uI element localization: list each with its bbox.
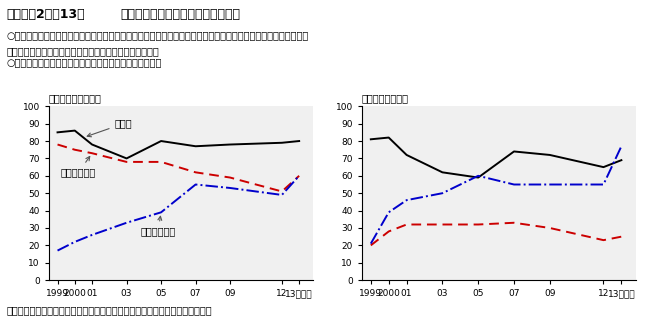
Text: （％）（管理職）: （％）（管理職） [362,93,409,103]
Text: 第２－（2）－13図: 第２－（2）－13図 [7,8,85,21]
Text: 年齢・勤続給: 年齢・勤続給 [61,156,96,177]
Text: 職能給: 職能給 [87,118,132,137]
Text: 資料出所　（公財）日本生産性本部「日本的雇用・人事の変容に関する調査」: 資料出所 （公財）日本生産性本部「日本的雇用・人事の変容に関する調査」 [7,306,212,316]
Text: ○　非管理職では、職能給が一貫して多くの企業で用いられている一方、年齢・勤続給を用いる企業が減少するの: ○ 非管理職では、職能給が一貫して多くの企業で用いられている一方、年齢・勤続給を… [7,31,309,41]
Text: （％）（非管理職）: （％）（非管理職） [49,93,102,103]
Text: ○　管理職では役割・職務給の導入率が上昇傾向にある。: ○ 管理職では役割・職務給の導入率が上昇傾向にある。 [7,57,162,67]
Text: 賃金制度（体系）の導入状況の推移: 賃金制度（体系）の導入状況の推移 [121,8,241,21]
Text: に代わり、役割・職務給を用いる企業が増加している。: に代わり、役割・職務給を用いる企業が増加している。 [7,46,159,56]
Text: 役割・職務給: 役割・職務給 [140,216,175,236]
